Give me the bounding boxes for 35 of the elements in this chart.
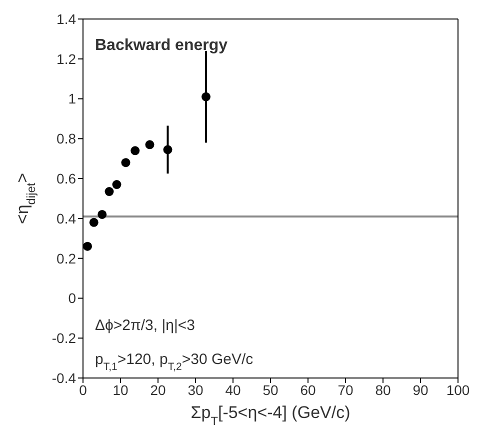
x-tick-label: 80 xyxy=(375,382,391,398)
x-tick-label: 20 xyxy=(150,382,166,398)
y-tick-label: -0.2 xyxy=(52,330,76,346)
x-tick-label: 0 xyxy=(79,382,88,398)
point xyxy=(83,242,92,251)
x-tick-label: 40 xyxy=(225,382,241,398)
point xyxy=(163,145,172,154)
point xyxy=(202,92,210,102)
point xyxy=(121,158,130,168)
y-tick-label: 0.2 xyxy=(56,250,76,266)
point xyxy=(89,218,98,227)
annotation: Backward energy xyxy=(95,37,228,54)
point xyxy=(98,210,107,219)
point xyxy=(145,140,154,150)
x-tick-label: 100 xyxy=(446,382,470,398)
point xyxy=(104,187,114,196)
y-tick-label: 0.4 xyxy=(56,210,76,226)
annotation: p$_{T,1}$>120, p$_{T,2}$>30 GeV/c xyxy=(95,351,254,373)
x-tick-label: 30 xyxy=(188,382,204,398)
y-tick-label: -0.4 xyxy=(52,370,76,386)
y-tick-label: 0.6 xyxy=(56,170,76,187)
annotation: Δϕ>2π/3, |η|<3 xyxy=(95,317,195,334)
x-tick-label: 60 xyxy=(300,382,316,398)
x-tick-label: 50 xyxy=(262,382,278,398)
point xyxy=(130,146,140,156)
x-tick-label: 70 xyxy=(338,382,354,398)
y-tick-label: 0 xyxy=(68,290,76,306)
x-tick-label: 90 xyxy=(412,382,428,398)
y-tick-label: 1.4 xyxy=(56,10,76,27)
x-tick-label: 10 xyxy=(112,382,128,398)
y-tick-label: 1.2 xyxy=(56,50,76,67)
point xyxy=(112,180,122,190)
y-tick-label: 1 xyxy=(68,90,76,107)
y-tick-label: 0.8 xyxy=(56,130,76,147)
x-axis-title: Σp$_{T}$[-5<η<-4] (GeV/c) xyxy=(190,403,350,428)
